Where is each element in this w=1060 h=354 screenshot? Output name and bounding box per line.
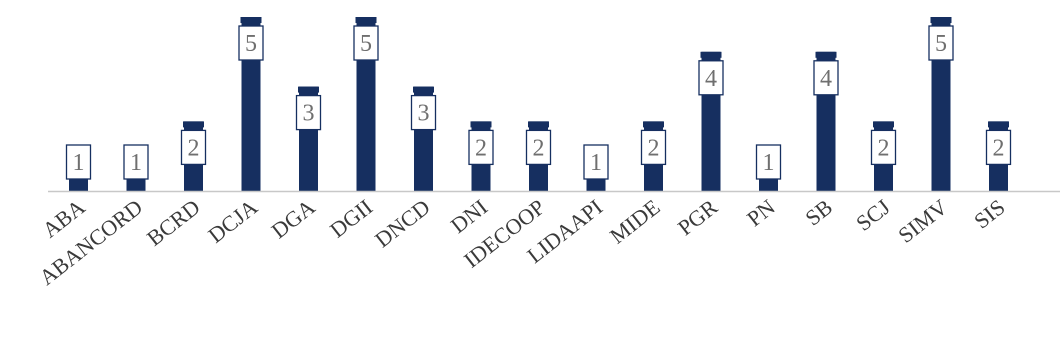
tick-label-pn: PN xyxy=(742,194,780,231)
data-label-dni: 2 xyxy=(475,135,487,161)
bar-cap-pgr xyxy=(700,51,722,58)
bar-cap-bcrd xyxy=(183,121,204,128)
bar-cap-mide xyxy=(643,121,664,128)
tick-label-bcrd: BCRD xyxy=(142,194,205,251)
data-label-pgr: 4 xyxy=(705,66,717,92)
data-label-lidaapi: 1 xyxy=(590,150,602,176)
data-label-box-dcja xyxy=(238,25,264,61)
bar-cap-dni xyxy=(470,121,492,128)
data-label-box-scj xyxy=(870,129,897,166)
tick-label-sis: SIS xyxy=(969,194,1009,233)
data-label-dncd: 3 xyxy=(418,101,430,127)
data-label-sis: 2 xyxy=(993,135,1005,161)
data-label-sb: 4 xyxy=(820,66,832,92)
tick-label-sb: SB xyxy=(800,194,837,230)
tick-label-mide: MIDE xyxy=(605,194,665,248)
data-label-box-dni xyxy=(468,129,494,166)
data-label-dcja: 5 xyxy=(245,31,257,57)
tick-label-dgii: DGII xyxy=(325,194,377,242)
data-label-box-dga xyxy=(295,94,322,131)
data-label-mide: 2 xyxy=(648,135,660,161)
data-label-dgii: 5 xyxy=(360,31,372,57)
data-label-simv: 5 xyxy=(935,31,947,57)
data-label-box-simv xyxy=(928,25,954,61)
bar-cap-sis xyxy=(988,121,1009,128)
data-label-box-sis xyxy=(985,129,1012,166)
data-label-box-lidaapi xyxy=(583,144,609,180)
bar-cap-dncd xyxy=(413,86,434,93)
data-label-box-sb xyxy=(813,60,839,96)
data-label-box-pn xyxy=(755,144,782,180)
data-labels-group: 1 1 2 5 3 5 3 2 2 1 2 4 1 4 2 5 2 xyxy=(65,25,1012,180)
data-label-abancord: 1 xyxy=(130,150,142,176)
data-label-box-dncd xyxy=(410,94,437,131)
data-label-box-abancord xyxy=(123,144,149,180)
data-label-box-idecoop xyxy=(525,129,552,166)
data-label-bcrd: 2 xyxy=(188,135,200,161)
tick-label-dcja: DCJA xyxy=(203,194,262,248)
data-label-box-mide xyxy=(640,129,667,166)
data-label-dga: 3 xyxy=(303,101,315,127)
bar-cap-simv xyxy=(930,17,952,23)
tick-label-simv: SIMV xyxy=(893,194,952,248)
data-label-box-aba xyxy=(65,144,92,180)
data-label-scj: 2 xyxy=(878,135,890,161)
tick-label-abancord: ABANCORD xyxy=(34,194,147,290)
bar-cap-dga xyxy=(298,86,319,93)
bar-cap-dcja xyxy=(240,17,262,23)
bar-cap-dgii xyxy=(355,17,377,23)
data-label-pn: 1 xyxy=(763,150,775,176)
data-label-aba: 1 xyxy=(73,150,85,176)
data-label-box-bcrd xyxy=(180,129,207,166)
tick-label-dga: DGA xyxy=(267,194,320,243)
tick-label-dncd: DNCD xyxy=(370,194,435,252)
bar-cap-scj xyxy=(873,121,894,128)
data-label-box-dgii xyxy=(353,25,379,61)
bar-cap-sb xyxy=(815,51,837,58)
tick-label-pgr: PGR xyxy=(673,194,722,240)
data-label-idecoop: 2 xyxy=(533,135,545,161)
tick-label-scj: SCJ xyxy=(851,194,895,236)
bar-cap-idecoop xyxy=(528,121,549,128)
data-label-box-pgr xyxy=(698,60,724,96)
